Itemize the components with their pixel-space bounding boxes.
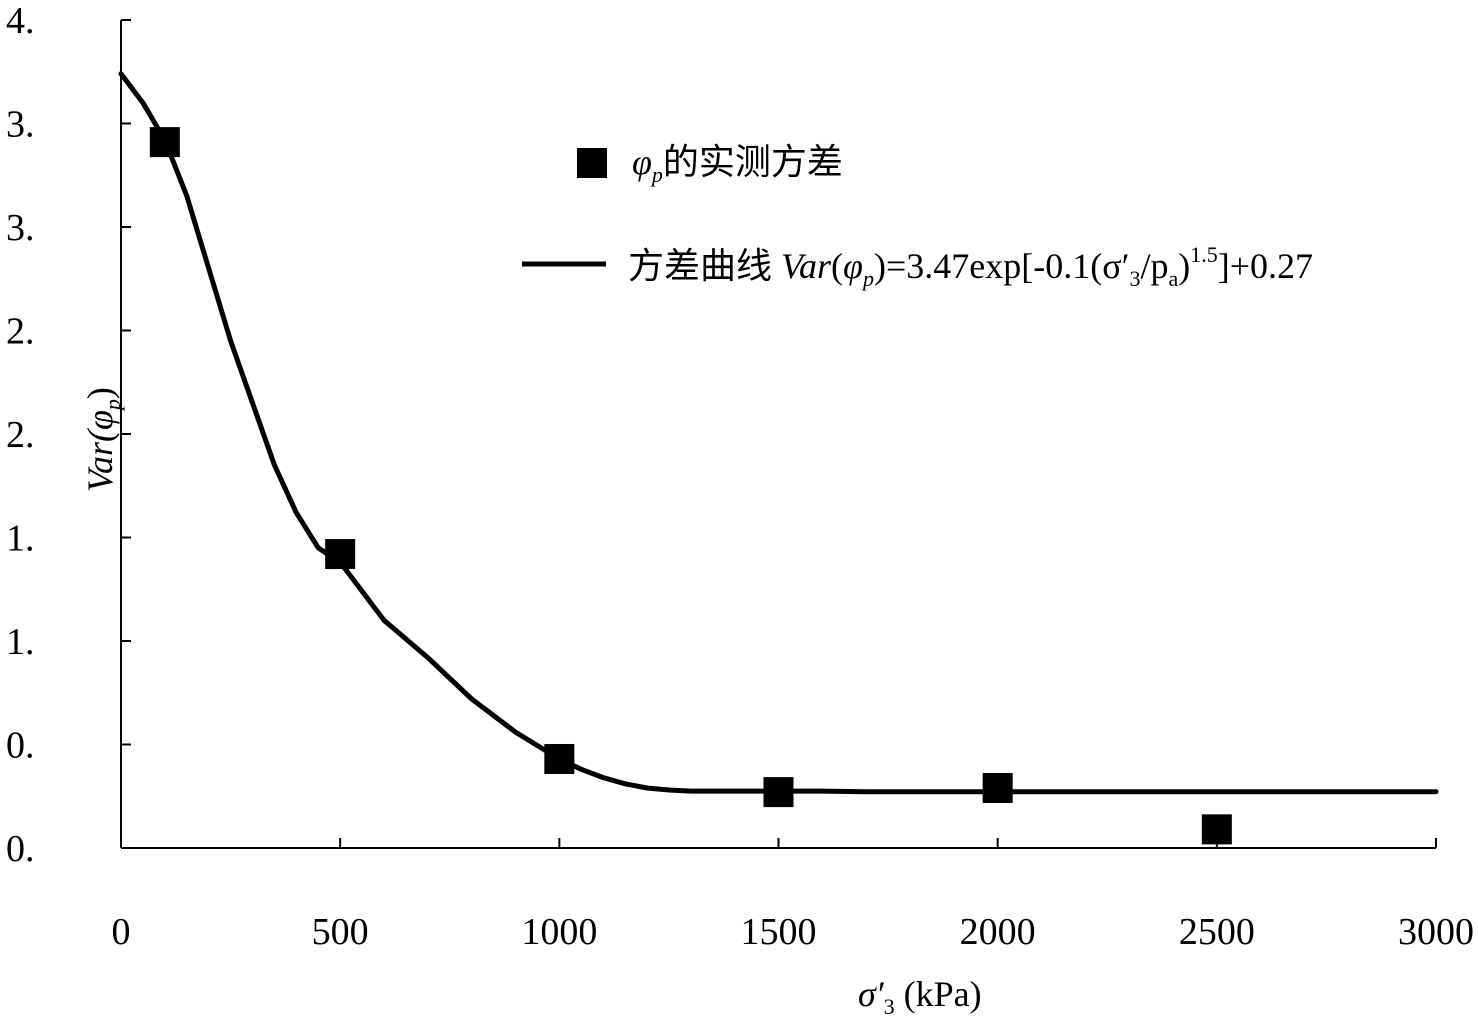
x-tick-label: 2000 (960, 911, 1036, 953)
y-axis-title: Var(φp) (80, 387, 125, 492)
x-tick-label: 3000 (1398, 911, 1474, 953)
measured-point (763, 777, 794, 808)
x-tick-label: 1500 (741, 911, 817, 953)
y-tick-label: 0. (6, 725, 35, 767)
x-tick-labels: 0 500 1000 1500 2000 2500 3000 (112, 911, 1475, 953)
x-tick-label: 2500 (1179, 911, 1255, 953)
y-tick-label: 2. (6, 414, 35, 456)
measured-point (1201, 814, 1232, 845)
measured-point (149, 127, 180, 158)
fit-curve-layer (118, 71, 1439, 795)
x-tick-label: 1000 (521, 911, 597, 953)
axes (120, 19, 1437, 849)
y-tick-label: 3. (6, 104, 35, 146)
y-tick-label: 0. (6, 828, 35, 870)
legend-label-curve: 方差曲线 Var(φp)=3.47exp[-0.1(σ′3/pa)1.5]+0.… (628, 242, 1313, 291)
x-tick-label: 500 (312, 911, 369, 953)
y-tick-label: 4. (6, 0, 35, 42)
y-tick-label: 2. (6, 311, 35, 353)
y-tick-label: 1. (6, 518, 35, 560)
y-tick-label: 1. (6, 621, 35, 663)
measured-point (544, 743, 575, 774)
measured-point (982, 772, 1013, 803)
y-tick-labels: 0. 0. 1. 1. 2. 2. 3. 3. 4. (6, 0, 35, 870)
x-tick-label: 0 (112, 911, 131, 953)
legend-marker-square (577, 148, 607, 178)
legend-label-measured: φp的实测方差 (632, 142, 843, 187)
x-axis-title: σ′3 (kPa) (858, 974, 982, 1019)
fit-curve (118, 71, 1439, 795)
measured-point (325, 539, 356, 570)
measured-points-layer (149, 127, 1232, 845)
y-tick-label: 3. (6, 207, 35, 249)
